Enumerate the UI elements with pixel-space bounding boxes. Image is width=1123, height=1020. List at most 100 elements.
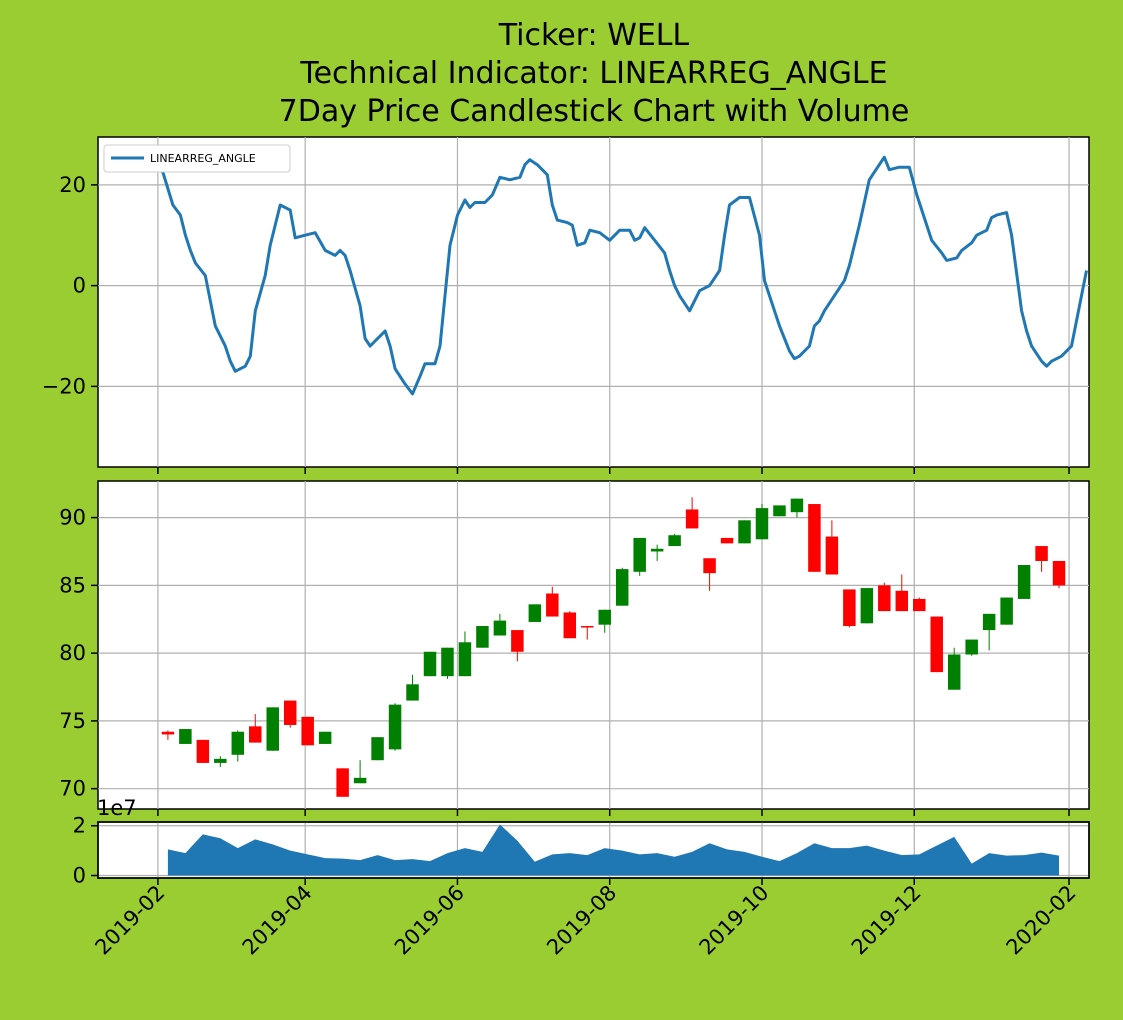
candle-2019-12-17 [947, 647, 961, 690]
candle-body [982, 613, 996, 631]
candle-body [231, 731, 245, 755]
candle-body [738, 520, 751, 544]
candle-body [179, 729, 192, 744]
candle-body [947, 654, 961, 690]
candle-2019-12-31 [982, 613, 996, 651]
volume-panel-border [97, 821, 1090, 879]
candle-2019-07-23 [581, 626, 594, 640]
candle-body [581, 626, 594, 628]
candle-2020-01-07 [1000, 597, 1013, 625]
candle-2019-02-05 [161, 730, 175, 740]
volume-offset-label: 1e7 [97, 796, 137, 820]
candle-2019-06-11 [476, 626, 489, 648]
candle-body [406, 684, 419, 701]
price-grid [98, 481, 1089, 809]
candle-body [214, 758, 227, 763]
candle-2019-11-26 [895, 574, 909, 612]
candle-2019-11-12 [860, 588, 874, 624]
candle-2019-10-01 [755, 504, 769, 540]
y-tick-label-0: 0 [73, 864, 86, 888]
candle-2019-06-18 [493, 613, 507, 636]
candle-body [650, 548, 664, 552]
candle-body [668, 535, 681, 547]
indicator-panel: −20 0 20 LINEARREG_ANGLE [42, 136, 1090, 474]
candle-2019-12-24 [965, 639, 978, 656]
candle-body [860, 588, 874, 624]
y-tick-label-90: 90 [59, 506, 86, 530]
candle-2019-08-20 [650, 544, 664, 561]
candle-body [825, 536, 839, 575]
legend-label: LINEARREG_ANGLE [150, 152, 256, 165]
price-x-tick-marks [157, 809, 1070, 816]
candle-2019-05-14 [406, 674, 419, 701]
candle-2019-07-09 [546, 586, 559, 617]
candle-2019-04-09 [318, 731, 332, 744]
y-tick-label-20: 20 [59, 173, 86, 197]
y-tick-label-85: 85 [59, 573, 86, 597]
indicator-x-tick-marks [157, 467, 1070, 474]
candle-2019-02-12 [179, 729, 192, 744]
candle-2019-03-05 [231, 730, 245, 762]
candle-body [1000, 597, 1013, 625]
candlesticks [161, 497, 1066, 797]
candle-2019-04-02 [301, 716, 314, 746]
candle-body [266, 707, 279, 751]
candle-body [249, 726, 262, 743]
candle-body [353, 777, 367, 784]
indicator-legend: LINEARREG_ANGLE [103, 144, 291, 173]
candle-body [388, 704, 402, 750]
candle-body [1017, 565, 1031, 599]
candle-2019-10-08 [773, 505, 786, 517]
candle-body [546, 593, 559, 617]
candle-body [808, 504, 821, 572]
candle-body [1035, 546, 1048, 561]
candle-2019-03-12 [249, 714, 262, 743]
candle-2019-06-04 [458, 631, 472, 677]
candle-body [528, 604, 542, 622]
candle-2019-07-30 [598, 609, 611, 633]
candle-2019-08-13 [633, 537, 646, 576]
candle-body [598, 609, 611, 625]
candle-2019-08-06 [615, 567, 629, 606]
candle-2019-04-23 [353, 760, 367, 784]
candle-body [755, 508, 769, 540]
candle-2019-04-30 [371, 737, 384, 761]
candle-2019-11-05 [843, 589, 856, 628]
indicator-y-axis: −20 0 20 [42, 173, 98, 398]
volume-area [167, 824, 1059, 876]
y-tick-label-80: 80 [59, 641, 86, 665]
candle-body [301, 716, 314, 746]
title-line-2: Technical Indicator: LINEARREG_ANGLE [299, 56, 887, 91]
candle-body [196, 739, 210, 763]
y-tick-label-0: 0 [73, 274, 86, 298]
candle-body [843, 589, 856, 627]
candle-2019-04-16 [336, 768, 349, 797]
candle-2019-03-19 [266, 707, 279, 751]
price-y-axis: 70 75 80 85 90 [59, 506, 98, 801]
linearreg-angle-line [154, 155, 1088, 396]
candle-body [563, 612, 577, 639]
candle-2020-01-14 [1017, 565, 1031, 599]
candle-2019-06-25 [511, 630, 524, 662]
candle-2019-09-03 [685, 497, 699, 529]
volume-y-axis: 02 [73, 814, 98, 888]
candle-body [476, 626, 489, 648]
candle-2019-08-27 [668, 533, 681, 547]
y-tick-label-2: 2 [73, 814, 86, 838]
candle-2019-11-19 [878, 582, 891, 612]
candle-body [685, 509, 699, 529]
candle-2020-01-28 [1052, 560, 1066, 589]
y-tick-label-75: 75 [59, 709, 86, 733]
candle-2019-03-26 [283, 700, 297, 728]
candle-2019-02-26 [214, 756, 227, 767]
candle-2019-12-10 [930, 616, 943, 673]
y-tick-label--20: −20 [42, 374, 86, 398]
candle-2019-05-28 [441, 647, 454, 679]
candle-2019-07-16 [563, 611, 577, 639]
candle-2019-12-03 [913, 597, 926, 612]
candle-2019-05-07 [388, 703, 402, 751]
candle-body [493, 620, 507, 636]
title-line-3: 7Day Price Candlestick Chart with Volume [279, 94, 910, 129]
candle-body [633, 537, 646, 572]
